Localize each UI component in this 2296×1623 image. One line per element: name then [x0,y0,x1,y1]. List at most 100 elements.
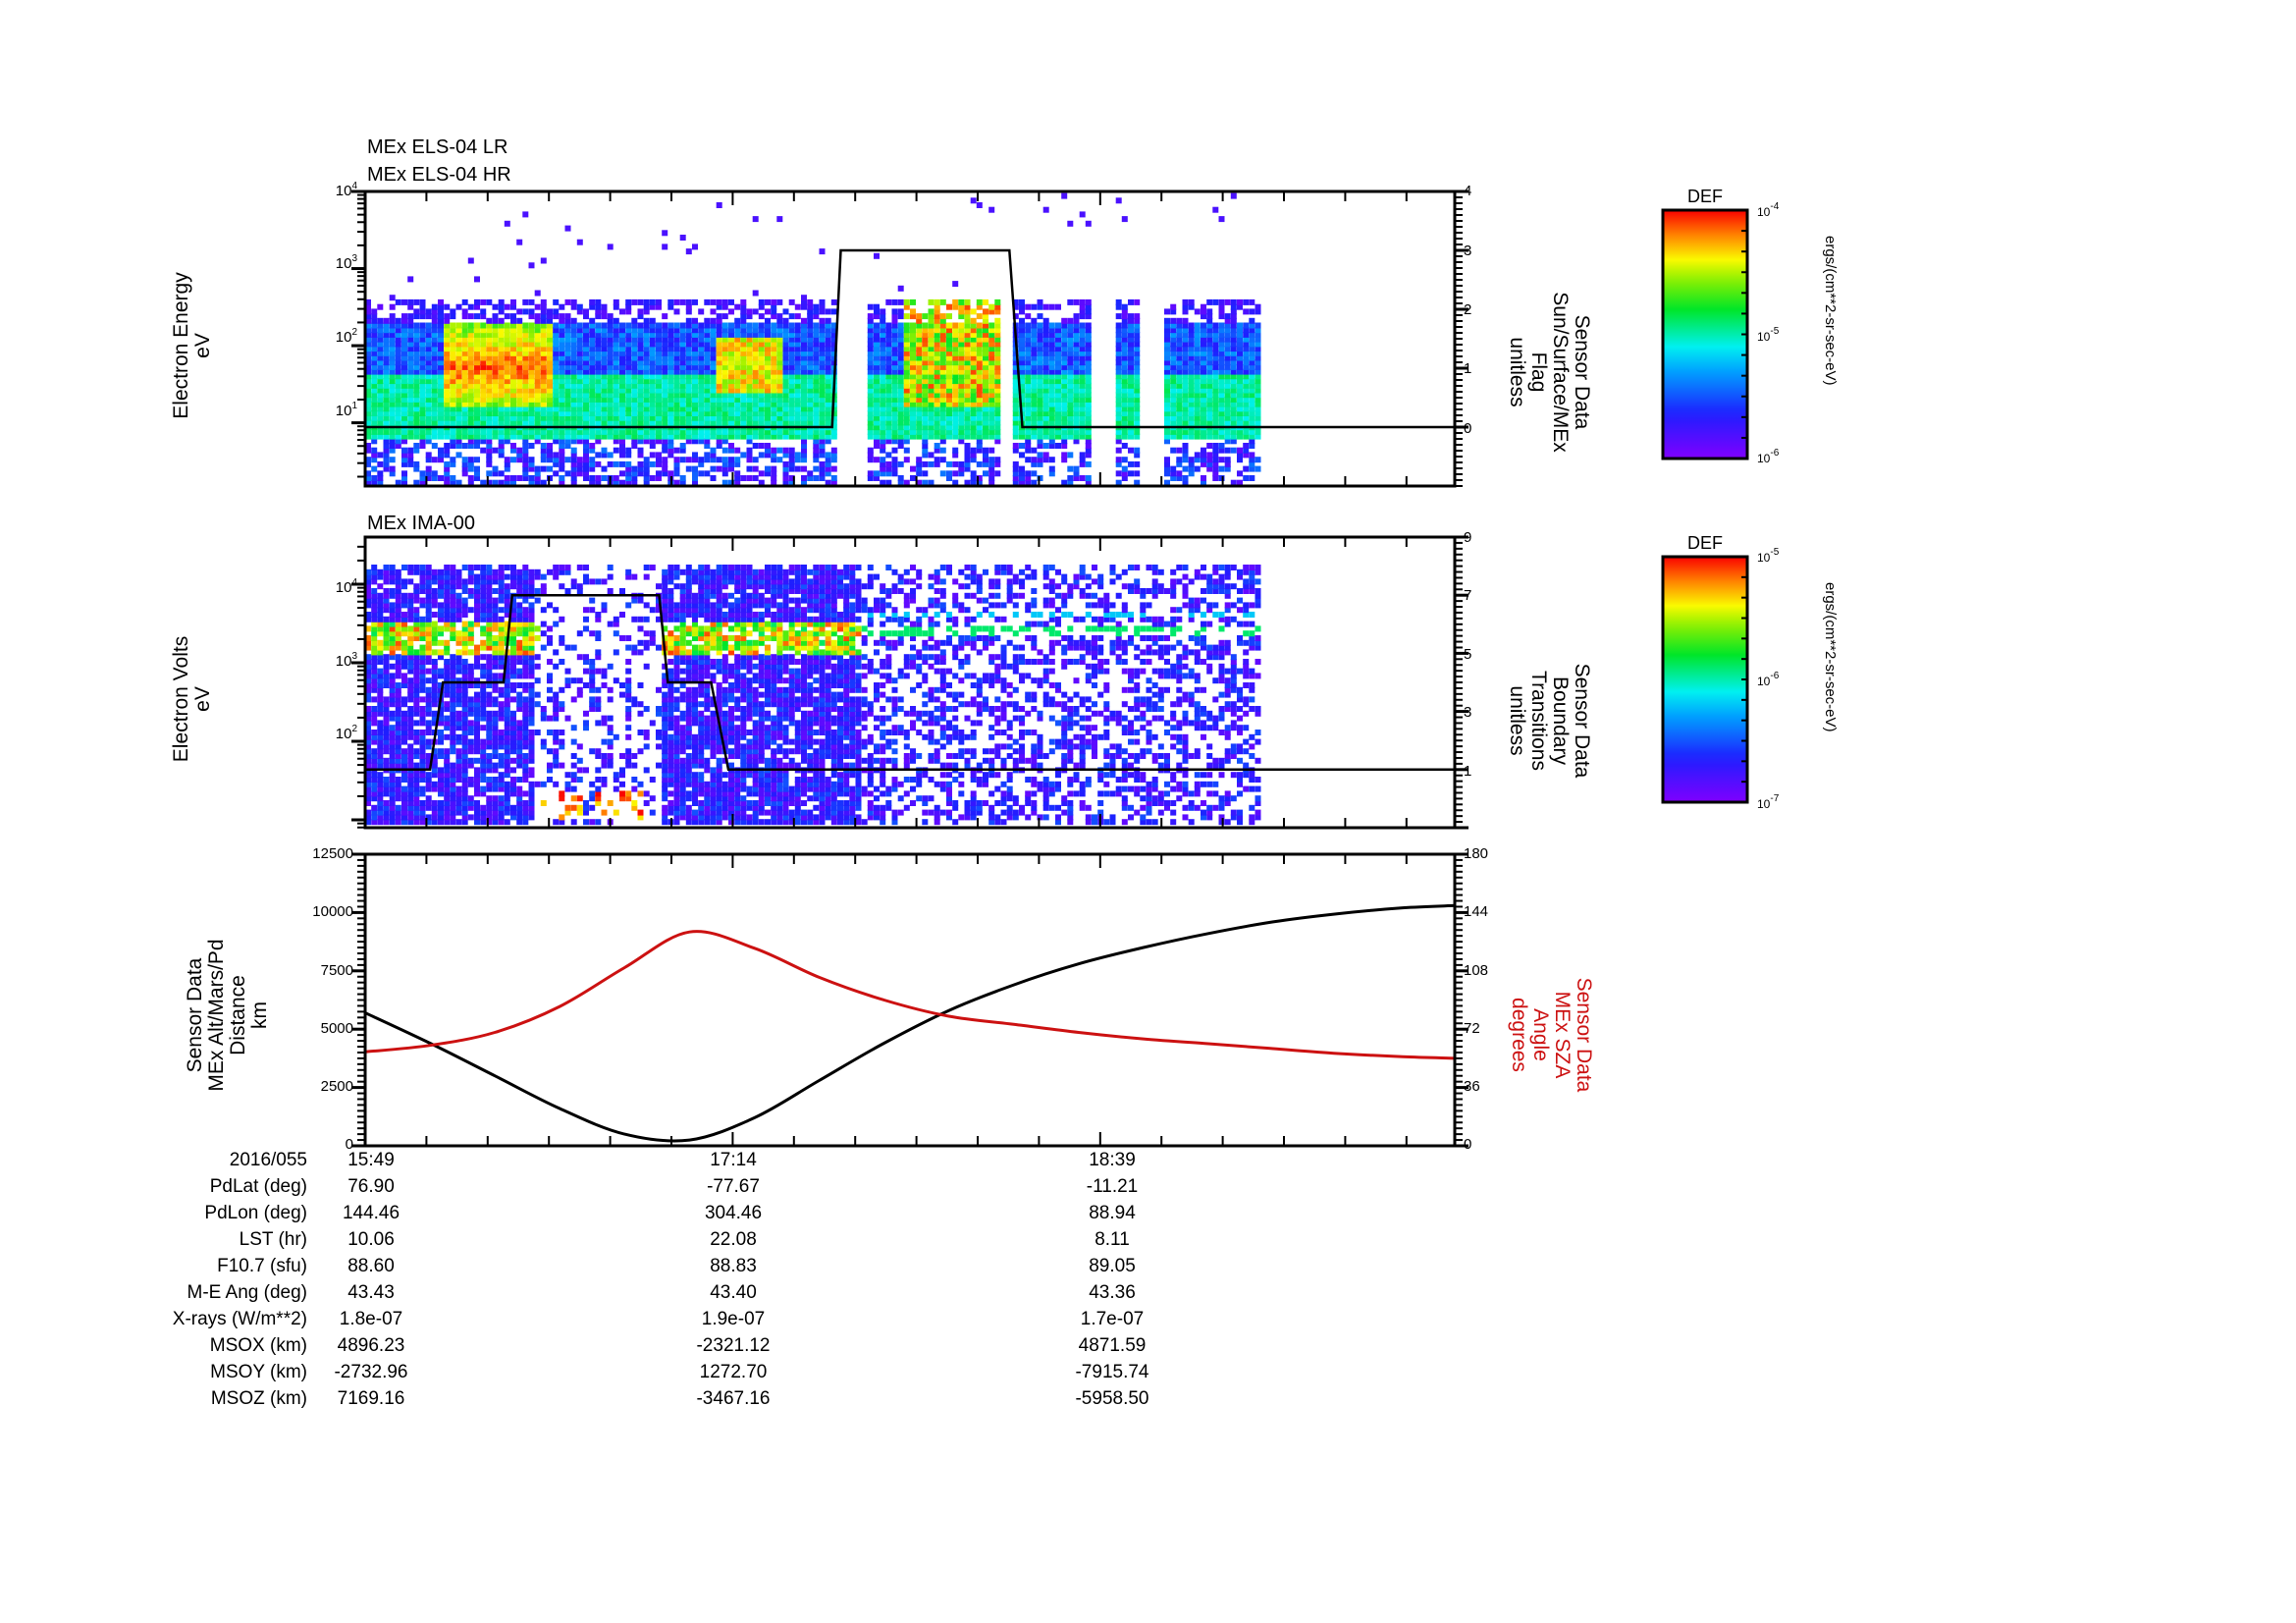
ephemeris-value: 1.9e-07 [701,1309,766,1329]
tick-label: 1 [1464,763,1472,780]
tick-label: 103 [335,253,357,272]
ephemeris-row-label: F10.7 (sfu) [217,1256,307,1276]
ephemeris-row-label: M-E Ang (deg) [187,1282,308,1303]
colorbar-tick: 10-4 [1757,201,1780,219]
ephemeris-value: 8.11 [1095,1229,1130,1250]
ylabel-line: Sensor Data [1571,663,1593,779]
ylabel-line: Sensor Data [1571,314,1593,430]
ephemeris-row-label: MSOX (km) [209,1335,307,1356]
ylabel-line: MEx Alt/Mars/Pd [205,939,228,1092]
ylabel-line: Sensor Data [1573,977,1595,1093]
tick-label: 0 [1464,1136,1472,1153]
ephemeris-value: -5958.50 [1075,1388,1149,1409]
ephemeris-row: PdLat (deg) 76.90 -77.67 -11.21 [0,1173,1276,1200]
time-label: 17:14 [710,1150,757,1170]
ephemeris-value: -2321.12 [696,1335,771,1356]
tick-label: 144 [1464,903,1489,920]
panel-els-title-hr: MEx ELS-04 HR [367,164,511,186]
ephemeris-value: 4896.23 [337,1335,405,1356]
ephemeris-row-label: LST (hr) [239,1229,307,1250]
tick-label: 3 [1464,243,1472,259]
tick-label: 102 [335,327,357,346]
ylabel-line: Flag [1527,352,1550,393]
ylabel-line: Electron Energy [170,272,192,419]
ylabel-line: degrees [1508,998,1530,1072]
date-label: 2016/055 [229,1150,307,1170]
ephemeris-row-label: X-rays (W/m**2) [172,1309,307,1329]
tick-label: 2 [1464,301,1472,318]
tick-label: 108 [1464,962,1489,979]
ephemeris-value: -77.67 [707,1176,760,1197]
tick-label: 72 [1464,1020,1480,1037]
tick-label: 0 [1464,420,1472,437]
ephemeris-row-label: MSOZ (km) [210,1388,307,1409]
ylabel-line: Transitions [1527,671,1550,771]
panel-orbit-ylabel-left: Sensor Data MEx Alt/Mars/Pd Distance km [184,888,271,1143]
ephemeris-row-label: PdLon (deg) [204,1203,307,1223]
ephemeris-row: F10.7 (sfu) 88.60 88.83 89.05 [0,1253,1276,1279]
panel-els-title-lr: MEx ELS-04 LR [367,136,508,158]
ephemeris-value: 144.46 [342,1203,400,1223]
ephemeris-value: 43.40 [710,1282,757,1303]
panel-ima-ylabel-left: Electron Volts eV [170,611,214,787]
time-label: 15:49 [347,1150,395,1170]
ephemeris-table: 2016/055 15:49 17:14 18:39 PdLat (deg) 76… [0,1147,1276,1412]
tick-label: 104 [335,181,357,199]
ephemeris-row: PdLon (deg) 144.46 304.46 88.94 [0,1200,1276,1226]
panel-ima-ylabel-right: Sensor Data Boundary Transitions unitles… [1506,613,1593,829]
ylabel-line: Sensor Data [184,957,206,1073]
ephemeris-row: MSOY (km) -2732.96 1272.70 -7915.74 [0,1359,1276,1385]
ylabel-line: unitless [1506,685,1528,756]
panel-els-ylabel-right: Sensor Data Sun/Surface/MEx Flag unitles… [1506,264,1593,480]
ephemeris-value: 88.83 [710,1256,757,1276]
ephemeris-value: -7915.74 [1075,1362,1149,1382]
ephemeris-value: 88.94 [1089,1203,1136,1223]
ephemeris-value: -3467.16 [696,1388,771,1409]
time-label: 18:39 [1089,1150,1136,1170]
ylabel-line: Sun/Surface/MEx [1549,292,1572,453]
ephemeris-value: -2732.96 [334,1362,408,1382]
ephemeris-value: 7169.16 [337,1388,405,1409]
tick-label: 5 [1464,646,1472,663]
ephemeris-row: LST (hr) 10.06 22.08 8.11 [0,1226,1276,1253]
tick-label: 7500 [320,962,353,979]
ephemeris-row: MSOZ (km) 7169.16 -3467.16 -5958.50 [0,1385,1276,1412]
ephemeris-value: 88.60 [347,1256,395,1276]
tick-label: 104 [335,577,357,596]
ephemeris-header-row: 2016/055 15:49 17:14 18:39 [0,1147,1276,1173]
tick-label: 1 [1464,360,1472,377]
ephemeris-value: 1.8e-07 [339,1309,403,1329]
colorbar-tick: 10-5 [1757,547,1780,565]
ephemeris-value: 1272.70 [699,1362,768,1382]
tick-label: 2500 [320,1078,353,1095]
ephemeris-row-label: MSOY (km) [210,1362,307,1382]
tick-label: 103 [335,651,357,670]
colorbar-tick: 10-6 [1757,671,1780,688]
ylabel-line: unitless [1506,337,1528,407]
ylabel-line: Distance [227,975,249,1055]
ylabel-line: eV [191,333,214,358]
tick-label: 102 [335,724,357,742]
tick-label: 7 [1464,587,1472,604]
ephemeris-row-label: PdLat (deg) [209,1176,307,1197]
ephemeris-row: MSOX (km) 4896.23 -2321.12 4871.59 [0,1332,1276,1359]
ephemeris-value: 43.36 [1089,1282,1136,1303]
ephemeris-value: 304.46 [704,1203,763,1223]
ylabel-line: Electron Volts [170,635,192,763]
ylabel-line: Angle [1529,1008,1552,1061]
panel-els-ylabel-left: Electron Energy eV [170,257,214,434]
ephemeris-value: 22.08 [710,1229,757,1250]
ephemeris-value: -11.21 [1086,1176,1139,1197]
tick-label: 36 [1464,1078,1480,1095]
tick-label: 5000 [320,1020,353,1037]
ephemeris-row: X-rays (W/m**2) 1.8e-07 1.9e-07 1.7e-07 [0,1306,1276,1332]
colorbar-els-title: DEF [1687,187,1723,206]
ylabel-line: km [248,1001,271,1029]
ephemeris-value: 89.05 [1089,1256,1136,1276]
ephemeris-value: 1.7e-07 [1080,1309,1145,1329]
ylabel-line: MEx SZA [1551,991,1574,1079]
ephemeris-value: 76.90 [347,1176,395,1197]
panel-ima-title: MEx IMA-00 [367,513,476,534]
colorbar-els-unit: ergs/(cm**2-sr-sec-eV) [1822,236,1839,386]
